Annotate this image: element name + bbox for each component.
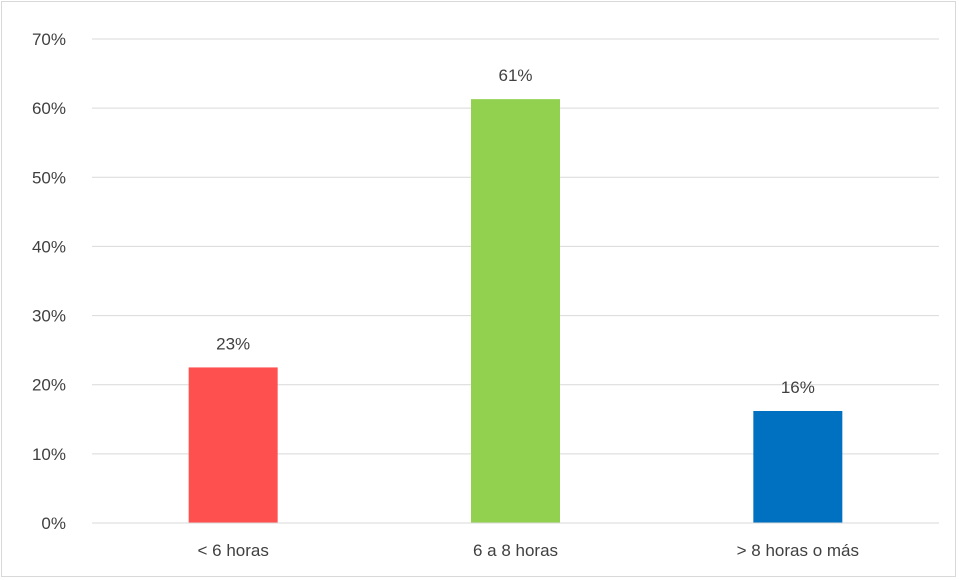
y-tick-label: 0%	[41, 514, 66, 533]
x-tick-label: < 6 horas	[197, 541, 268, 560]
y-tick-label: 30%	[32, 307, 66, 326]
data-labels: 23% 61% 16%	[216, 66, 815, 397]
y-tick-label: 70%	[32, 30, 66, 49]
y-tick-label: 40%	[32, 237, 66, 256]
y-axis-ticks: 0% 10% 20% 30% 40% 50% 60% 70%	[32, 30, 66, 533]
y-tick-label: 20%	[32, 376, 66, 395]
x-tick-label: 6 a 8 horas	[473, 541, 558, 560]
bar	[188, 367, 278, 523]
data-label: 16%	[781, 378, 815, 397]
y-tick-label: 60%	[32, 99, 66, 118]
y-tick-label: 10%	[32, 445, 66, 464]
y-tick-label: 50%	[32, 168, 66, 187]
bars	[188, 99, 843, 523]
data-label: 23%	[216, 334, 250, 353]
bar	[471, 99, 560, 523]
x-axis-ticks: < 6 horas 6 a 8 horas > 8 horas o más	[197, 541, 859, 560]
bar	[753, 410, 843, 523]
x-tick-label: > 8 horas o más	[737, 541, 859, 560]
data-label: 61%	[498, 66, 532, 85]
